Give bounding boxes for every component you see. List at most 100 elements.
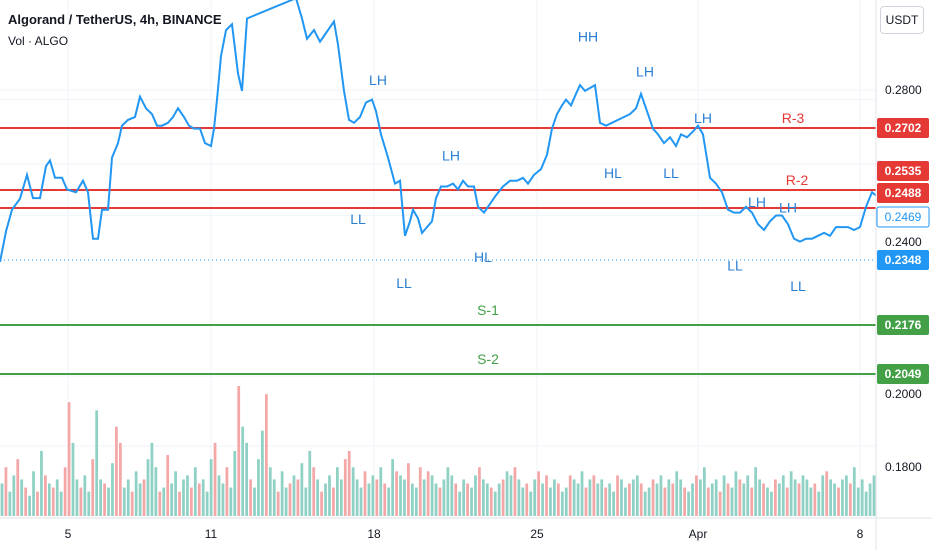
swing-label: LL	[790, 278, 806, 294]
volume-bar	[754, 467, 758, 516]
volume-bar	[537, 471, 540, 516]
volume-bar	[679, 479, 683, 516]
volume-bar	[556, 483, 560, 516]
swing-label: LH	[369, 72, 387, 88]
volume-bar	[67, 402, 71, 516]
swing-label: LH	[779, 200, 797, 216]
volume-bar	[742, 483, 746, 516]
volume-bar	[576, 483, 580, 516]
volume-bar	[699, 479, 702, 516]
volume-bar	[8, 491, 12, 517]
volume-bar	[478, 467, 481, 516]
volume-bar	[785, 487, 789, 516]
volume-bar	[332, 487, 335, 516]
volume-bar	[758, 479, 761, 516]
volume-bar	[651, 479, 655, 516]
volume-bar	[410, 483, 414, 516]
volume-bar	[312, 467, 316, 516]
volume-bar	[261, 430, 264, 516]
volume-bar	[134, 471, 138, 516]
volume-bar	[79, 487, 83, 516]
price-badge	[877, 364, 929, 384]
volume-bar	[592, 475, 596, 517]
price-badge-label: 0.2535	[885, 164, 922, 178]
volume-bar	[805, 479, 809, 516]
swing-label: HL	[474, 249, 492, 265]
volume-bar	[111, 463, 114, 516]
volume-bar	[205, 491, 209, 517]
volume-bars	[0, 386, 876, 517]
volume-bar	[513, 467, 517, 516]
level-name-s-1: S-1	[477, 302, 499, 318]
volume-bar	[4, 467, 8, 516]
volume-bar	[624, 487, 627, 516]
volume-bar	[347, 451, 351, 516]
volume-bar	[825, 471, 829, 516]
volume-bar	[233, 451, 237, 516]
volume-bar	[51, 487, 55, 516]
swing-label: LL	[663, 165, 679, 181]
volume-bar	[304, 487, 308, 516]
volume-bar	[560, 491, 564, 517]
volume-bar	[584, 487, 588, 516]
volume-bar	[209, 459, 213, 517]
volume-bar	[501, 479, 505, 516]
volume-bar	[639, 483, 643, 516]
level-name-s-2: S-2	[477, 351, 499, 367]
volume-bar	[55, 479, 59, 516]
volume-bar	[118, 442, 122, 517]
volume-bar	[474, 475, 477, 517]
volume-bar	[225, 467, 229, 516]
volume-bar	[363, 471, 367, 516]
volume-bar	[738, 479, 742, 516]
swing-label: LL	[396, 275, 412, 291]
volume-bar	[766, 487, 769, 516]
volume-bar	[399, 475, 402, 517]
level-name-r-2: R-2	[786, 172, 809, 188]
volume-bar	[379, 467, 383, 516]
volume-bar	[470, 487, 473, 516]
volume-bar	[229, 487, 233, 516]
volume-bar	[730, 487, 734, 516]
volume-bar	[446, 467, 450, 516]
volume-bar	[245, 442, 248, 517]
volume-bar	[793, 479, 797, 516]
volume-bar	[249, 479, 252, 516]
volume-bar	[16, 459, 20, 517]
volume-bar	[841, 479, 844, 516]
volume-bar	[40, 451, 43, 516]
volume-bar	[272, 479, 276, 516]
volume-bar	[505, 471, 509, 516]
volume-bar	[430, 475, 434, 517]
volume-bar	[458, 491, 462, 517]
volume-bar	[710, 483, 714, 516]
volume-bar	[860, 479, 864, 516]
price-badge	[877, 315, 929, 335]
volume-bar	[726, 483, 730, 516]
volume-bar	[20, 479, 24, 516]
volume-bar	[339, 479, 343, 516]
volume-bar	[296, 479, 300, 516]
price-badge-label: 0.2702	[885, 121, 922, 135]
currency-button[interactable]: USDT	[880, 6, 924, 34]
volume-bar	[182, 479, 185, 516]
volume-bar	[580, 471, 584, 516]
volume-bar	[138, 483, 142, 516]
volume-bar	[856, 487, 860, 516]
volume-bar	[817, 491, 821, 517]
volume-bar	[197, 483, 201, 516]
volume-bar	[667, 479, 671, 516]
y-tick-label: 0.1800	[885, 460, 922, 474]
volume-bar	[797, 483, 801, 516]
volume-bar	[722, 475, 726, 517]
last-close-badge	[877, 250, 929, 270]
volume-bar	[489, 487, 493, 516]
swing-label: LL	[727, 258, 743, 274]
volume-bar	[351, 467, 355, 516]
volume-bar	[426, 471, 430, 516]
volume-bar	[868, 483, 872, 516]
volume-bar	[24, 487, 28, 516]
y-tick-label: 0.2400	[885, 235, 922, 249]
volume-bar	[0, 483, 4, 516]
